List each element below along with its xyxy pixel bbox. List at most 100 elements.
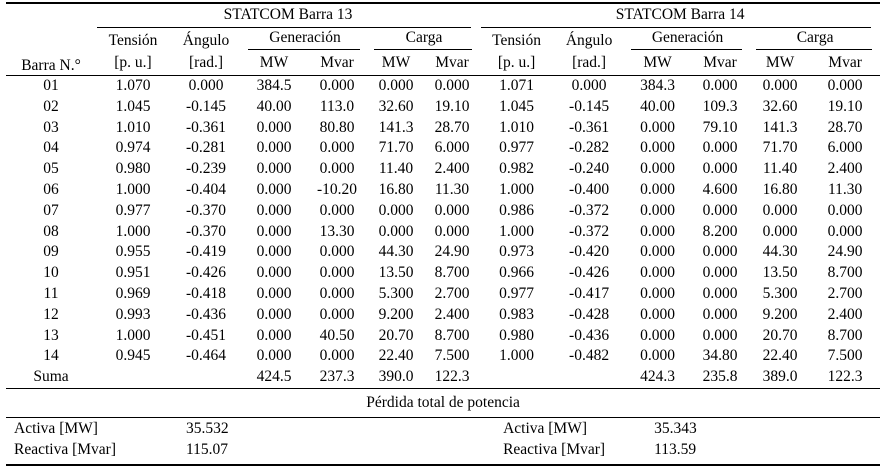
value-cell: 0.969 [115, 284, 151, 302]
value-cell: 28.70 [434, 118, 470, 136]
tension-unit-14: [p. u.] [497, 53, 536, 71]
table-header: STATCOM Barra 13 STATCOM Barra 14 Barra … [6, 3, 880, 76]
value-cell: 11.40 [378, 160, 414, 178]
value-cell: 71.70 [762, 139, 798, 157]
column-header-row: Barra N.° Tensión Ángulo Generación Carg… [6, 28, 880, 74]
value-cell: 384.5 [242, 74, 306, 97]
value-cell: 0.000 [762, 222, 798, 240]
angulo-header-14: Ángulo [565, 32, 613, 49]
carga-mvar-header-14: Mvar [828, 53, 862, 71]
value-cell: -0.282 [569, 139, 610, 157]
value-cell: 0.000 [702, 284, 738, 302]
value-cell: 13.50 [378, 264, 414, 282]
value-cell: -0.436 [569, 326, 610, 344]
value-cell: 1.000 [499, 347, 534, 365]
value-cell: 40.00 [256, 97, 292, 115]
value-cell: 80.80 [319, 118, 355, 136]
carga-mw-header-13: MW [381, 53, 411, 71]
value-cell: 0.000 [256, 284, 292, 302]
barra-cell: 07 [43, 201, 59, 219]
value-cell: 32.60 [378, 97, 414, 115]
value-cell: 0.000 [702, 243, 738, 261]
value-cell: -0.145 [185, 97, 227, 115]
value-cell: 0.000 [256, 305, 292, 323]
value-cell: 8.700 [434, 326, 470, 344]
value-cell: 0.000 [434, 222, 470, 240]
group-title-row: STATCOM Barra 13 STATCOM Barra 14 [6, 3, 880, 28]
value-cell: -0.420 [569, 243, 610, 261]
table-row: 06 1.000 -0.404 0.000 -10.20 16.80 11.30 1.000 -… [6, 180, 880, 201]
value-cell: 0.000 [690, 74, 751, 97]
value-cell: 0.000 [640, 180, 675, 198]
value-cell: 0.000 [256, 326, 292, 344]
value-cell: 28.70 [827, 118, 863, 136]
value-cell: 22.40 [378, 347, 414, 365]
value-cell: 0.000 [640, 201, 675, 219]
value-cell: 11.40 [762, 160, 798, 178]
value-cell: 5.300 [762, 284, 798, 302]
value-cell: -0.426 [569, 264, 610, 282]
carga-mvar-header-13: Mvar [435, 53, 469, 71]
barra-cell: 03 [43, 118, 59, 136]
value-cell: 0.980 [499, 326, 534, 344]
value-cell: 0.974 [115, 139, 151, 157]
value-cell: 16.80 [762, 180, 798, 198]
value-cell: 0.000 [640, 243, 675, 261]
value-cell: 0.000 [827, 222, 863, 240]
value-cell: 0.000 [256, 139, 292, 157]
value-cell: 0.000 [640, 305, 675, 323]
value-cell: 8.700 [434, 264, 470, 282]
reactiva-value-14: 113.59 [654, 440, 697, 458]
table-row: 08 1.000 -0.370 0.000 13.30 0.000 0.000 1.000 -0… [6, 222, 880, 243]
value-cell: 0.000 [434, 201, 470, 219]
value-cell: -0.428 [569, 305, 610, 323]
value-cell: 0.000 [256, 243, 292, 261]
value-cell: 0.000 [640, 326, 675, 344]
value-cell: 0.000 [319, 347, 355, 365]
value-cell: 20.70 [762, 326, 798, 344]
value-cell: 0.951 [115, 264, 151, 282]
value-cell: 0.983 [499, 305, 534, 323]
value-cell: 1.010 [499, 118, 534, 136]
value-cell [170, 367, 242, 388]
value-cell: 1.045 [499, 97, 534, 115]
value-cell: 71.70 [378, 139, 414, 157]
value-cell: 1.000 [115, 222, 151, 240]
table-row: 09 0.955 -0.419 0.000 0.000 44.30 24.90 0.973 -0… [6, 242, 880, 263]
value-cell: -0.372 [569, 201, 610, 219]
value-cell: 8.700 [827, 264, 863, 282]
value-cell: 24.90 [434, 243, 470, 261]
value-cell: -0.361 [569, 118, 610, 136]
losses-section: Pérdida total de potencia Activa [MW] 35… [6, 387, 881, 465]
table-row: 14 0.945 -0.464 0.000 0.000 22.40 7.500 1.000 -0… [6, 346, 880, 367]
value-cell: 0.000 [319, 264, 355, 282]
value-cell: 13.50 [762, 264, 798, 282]
losses-title-row: Pérdida total de potencia [6, 387, 881, 418]
value-cell: 0.000 [378, 201, 414, 219]
table-row: 10 0.951 -0.426 0.000 0.000 13.50 8.700 0.966 -0… [6, 263, 880, 284]
value-cell: 390.0 [378, 368, 414, 386]
reactiva-label-14: Reactiva [Mvar] [503, 440, 606, 458]
value-cell: 384.3 [625, 74, 691, 97]
value-cell: -0.400 [569, 180, 610, 198]
value-cell: 0.000 [702, 201, 738, 219]
barra-cell: 08 [43, 222, 59, 240]
barra-column-header: Barra N.° [21, 57, 81, 74]
value-cell: 109.3 [702, 97, 738, 115]
value-cell: -0.370 [185, 201, 227, 219]
spacer-cell [306, 439, 480, 465]
table-row: 13 1.000 -0.451 0.000 40.50 20.70 8.700 0.980 -0… [6, 326, 880, 347]
table-row: 02 1.045 -0.145 40.00 113.0 32.60 19.10 1.045 -0… [6, 97, 880, 118]
value-cell: 0.000 [170, 74, 242, 97]
reactiva-label-13: Reactiva [Mvar] [14, 440, 116, 458]
value-cell: 0.000 [810, 74, 881, 97]
value-cell: 0.000 [319, 139, 355, 157]
value-cell: 2.400 [434, 160, 470, 178]
value-cell: 13.30 [319, 222, 355, 240]
table-row: 12 0.993 -0.436 0.000 0.000 9.200 2.400 0.983 -0… [6, 305, 880, 326]
value-cell: 1.071 [480, 74, 554, 97]
value-cell: 0.973 [499, 243, 534, 261]
value-cell: 113.0 [319, 97, 355, 115]
carga-header-13: Carga [368, 28, 480, 50]
value-cell: 19.10 [434, 97, 470, 115]
